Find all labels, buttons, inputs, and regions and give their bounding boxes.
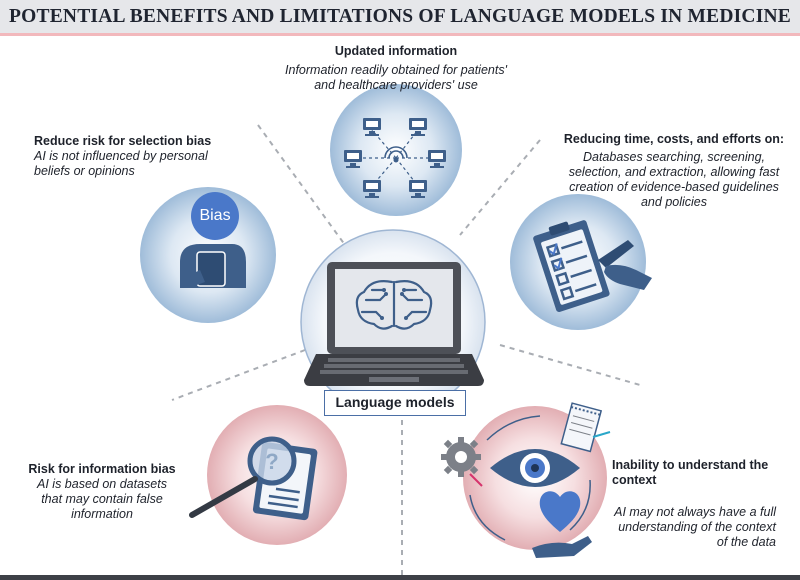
notepad-icon [560, 402, 611, 453]
selection-bias-text: Reduce risk for selection bias AI is not… [34, 134, 234, 179]
context-eye-icon [469, 415, 591, 541]
updated-information-heading: Updated information [334, 44, 458, 58]
connector-line [499, 344, 641, 386]
person-icon [180, 244, 246, 288]
time-costs-heading: Reducing time, costs, and efforts on: [563, 132, 785, 146]
footer-bar [0, 575, 800, 580]
magnifier-document-icon: ? [189, 436, 318, 521]
information-bias-body: AI is based on datasets that may contain… [37, 477, 167, 521]
selection-bias-body: AI is not influenced by personal beliefs… [34, 149, 208, 178]
updated-information-text: Updated information Information readily … [270, 44, 522, 93]
network-icon [344, 118, 446, 198]
laptop-icon [304, 262, 484, 386]
page-title: POTENTIAL BENEFITS AND LIMITATIONS OF LA… [9, 6, 791, 27]
heart-hand-icon [532, 491, 592, 558]
context-heading: Inability to understand the context [612, 458, 769, 487]
language-models-label: Language models [324, 390, 466, 416]
bias-bubble-icon [191, 192, 239, 240]
connector-line [459, 139, 541, 236]
updated-information-body: Information readily obtained for patient… [285, 63, 507, 92]
information-bias-text: Risk for information bias AI is based on… [22, 462, 182, 522]
gear-icon [441, 437, 483, 487]
context-body: AI may not always have a full understand… [614, 505, 776, 549]
svg-text:?: ? [265, 449, 278, 474]
connector-line [257, 124, 346, 246]
bias-badge-text: Bias [199, 207, 231, 224]
connector-lines [171, 124, 641, 575]
time-costs-text: Reducing time, costs, and efforts on: Da… [558, 132, 790, 210]
connector-line [171, 349, 306, 401]
context-text: Inability to understand the context AI m… [612, 458, 794, 550]
header-banner: POTENTIAL BENEFITS AND LIMITATIONS OF LA… [0, 0, 800, 36]
checklist-icon [533, 220, 652, 313]
time-costs-body: Databases searching, screening, selectio… [568, 150, 780, 209]
selection-bias-heading: Reduce risk for selection bias [34, 134, 212, 148]
information-bias-heading: Risk for information bias [28, 462, 176, 476]
